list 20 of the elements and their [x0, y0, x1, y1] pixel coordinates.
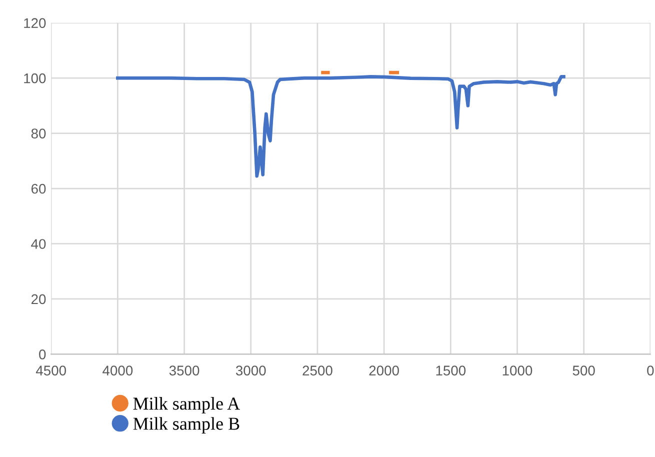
x-tick-label: 0: [647, 366, 654, 376]
line-series: [116, 75, 566, 178]
y-tick-label: 100: [24, 73, 46, 84]
x-tick-label: 2500: [302, 366, 332, 376]
x-tick-label: 4500: [36, 366, 66, 376]
y-tick-label: 0: [39, 350, 46, 360]
y-tick-label: 60: [31, 184, 46, 194]
legend-label: Milk sample A: [133, 397, 240, 414]
x-tick-label: 1500: [436, 366, 466, 376]
x-tick-label: 2000: [369, 366, 399, 376]
x-tick-label: 1000: [502, 366, 532, 376]
x-tick-label: 3500: [169, 366, 200, 376]
y-tick-label: 80: [31, 128, 46, 138]
x-tick-label: 3000: [236, 366, 266, 376]
y-tick-label: 40: [31, 239, 46, 249]
x-tick-label: 4000: [102, 366, 133, 376]
y-tick-label: 20: [31, 294, 46, 304]
y-tick-label: 120: [24, 18, 46, 28]
legend-label: Milk sample B: [133, 417, 240, 434]
x-tick-label: 500: [572, 366, 595, 376]
